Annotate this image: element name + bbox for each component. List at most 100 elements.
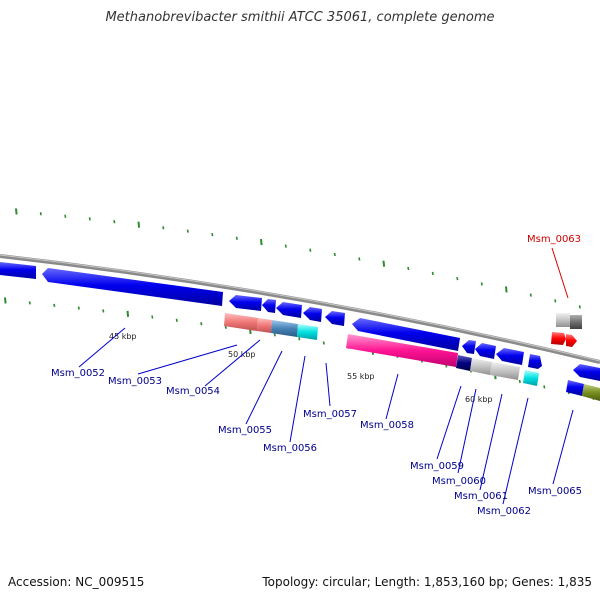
scale-tick <box>28 301 31 305</box>
scale-tick <box>77 306 80 310</box>
gene-feature[interactable] <box>496 348 524 365</box>
scale-tick <box>358 257 361 261</box>
scale-tick <box>200 322 203 326</box>
topology-text: Topology: circular; Length: 1,853,160 bp… <box>262 575 592 589</box>
scale-tick <box>431 271 434 276</box>
gene-feature[interactable] <box>325 311 345 326</box>
gene-feature[interactable] <box>297 324 318 340</box>
gene-feature[interactable] <box>570 315 582 329</box>
leader-line <box>289 355 306 443</box>
gene-label-msm-0055[interactable]: Msm_0055 <box>218 425 272 436</box>
gene-feature[interactable] <box>262 299 276 313</box>
feature-track <box>224 313 600 401</box>
gene-label-msm-0053[interactable]: Msm_0053 <box>108 376 162 387</box>
scale-tick <box>102 309 105 313</box>
gene-feature[interactable] <box>224 313 258 331</box>
gene-feature[interactable] <box>573 364 600 381</box>
gene-label-msm-0052[interactable]: Msm_0052 <box>51 368 105 379</box>
scale-tick <box>162 226 165 230</box>
gene-label-msm-0057[interactable]: Msm_0057 <box>303 409 357 420</box>
scale-tick <box>298 337 301 341</box>
scale-tick <box>39 212 42 216</box>
scale-tick <box>322 341 325 345</box>
leader-line <box>479 393 503 491</box>
scale-tick <box>64 214 67 218</box>
outer-scale-ticks <box>15 208 581 309</box>
gene-feature[interactable] <box>528 354 542 369</box>
scale-tick <box>126 310 130 317</box>
gene-feature[interactable] <box>257 318 272 333</box>
gene-feature[interactable] <box>566 334 577 347</box>
leader-line <box>78 327 126 368</box>
scale-tick <box>88 217 91 221</box>
gene-feature[interactable] <box>523 370 539 386</box>
kbp-label: 55 kbp <box>347 372 375 381</box>
gene-label-msm-0056[interactable]: Msm_0056 <box>263 443 317 454</box>
scale-tick <box>235 236 238 240</box>
gene-label-msm-0058[interactable]: Msm_0058 <box>360 420 414 431</box>
gene-label-msm-0060[interactable]: Msm_0060 <box>432 476 486 487</box>
scale-tick <box>480 282 483 286</box>
gene-label-msm-0061[interactable]: Msm_0061 <box>454 491 508 502</box>
genome-backbone-highlight <box>0 254 600 362</box>
scale-tick <box>529 293 532 297</box>
scale-tick <box>505 286 508 293</box>
scale-tick <box>382 260 386 267</box>
leader-line <box>551 247 569 299</box>
leader-line <box>325 362 331 407</box>
gene-feature[interactable] <box>556 313 570 327</box>
gene-label-msm-0059[interactable]: Msm_0059 <box>410 461 464 472</box>
gene-label-msm-0065[interactable]: Msm_0065 <box>528 486 582 497</box>
scale-tick <box>260 238 263 246</box>
leader-line <box>245 350 283 425</box>
leader-line <box>204 339 261 387</box>
scale-tick <box>333 252 336 257</box>
gene-feature[interactable] <box>470 358 492 375</box>
gene-feature[interactable] <box>566 380 584 396</box>
gene-label-msm-0054[interactable]: Msm_0054 <box>166 386 220 397</box>
gene-feature[interactable] <box>456 355 472 371</box>
scale-tick <box>543 385 546 389</box>
gene-feature[interactable] <box>346 334 458 367</box>
leader-line <box>457 388 477 474</box>
scale-tick <box>113 220 116 224</box>
gene-feature[interactable] <box>229 295 262 311</box>
scale-tick <box>407 266 410 271</box>
genome-backbone <box>0 254 600 364</box>
gene-feature[interactable] <box>582 384 600 401</box>
kbp-label: 45 kbp <box>109 332 137 341</box>
scale-tick <box>15 208 18 215</box>
gene-label-msm-0063[interactable]: Msm_0063 <box>527 234 581 245</box>
gene-feature[interactable] <box>42 268 223 306</box>
gene-labels: Msm_0052 Msm_0053 Msm_0054 Msm_0055 Msm_… <box>51 234 582 517</box>
kbp-scale-labels: 45 kbp 50 kbp 55 kbp 60 kbp <box>109 332 493 404</box>
gene-feature[interactable] <box>352 318 460 351</box>
gene-feature[interactable] <box>475 343 496 359</box>
label-leader-lines <box>78 247 574 505</box>
map-title: Methanobrevibacter smithii ATCC 35061, c… <box>105 10 495 25</box>
gene-feature[interactable] <box>490 362 520 380</box>
scale-tick <box>175 318 178 322</box>
gene-feature[interactable] <box>271 320 298 337</box>
gene-feature[interactable] <box>462 340 476 354</box>
scale-tick <box>554 299 557 303</box>
scale-tick <box>578 305 581 309</box>
gene-label-msm-0062[interactable]: Msm_0062 <box>477 506 531 517</box>
gene-feature[interactable] <box>0 262 36 279</box>
gene-feature[interactable] <box>551 332 566 345</box>
leader-line <box>436 385 462 460</box>
scale-tick <box>53 303 56 308</box>
scale-tick <box>273 333 276 337</box>
gene-feature[interactable] <box>276 302 302 318</box>
gene-feature[interactable] <box>303 307 322 322</box>
scale-tick <box>309 248 312 252</box>
scale-tick <box>224 325 227 329</box>
leader-line <box>552 409 574 485</box>
kbp-label: 60 kbp <box>465 395 493 404</box>
forward-gene-track <box>0 262 600 381</box>
leader-line <box>502 397 529 505</box>
scale-tick <box>186 229 189 233</box>
scale-tick <box>518 379 521 384</box>
accession-text: Accession: NC_009515 <box>8 575 145 589</box>
